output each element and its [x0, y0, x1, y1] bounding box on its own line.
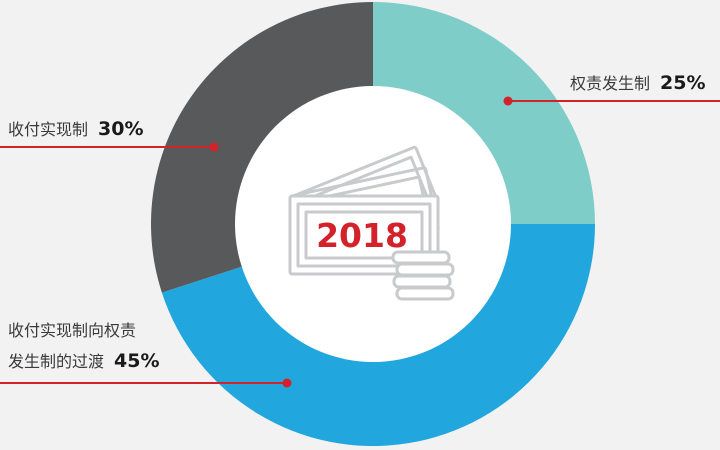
label-transition-pct: 45% — [114, 350, 160, 372]
legend-label-cash: 收付实现制 30% — [8, 116, 144, 140]
label-cash-text: 收付实现制 — [8, 120, 89, 139]
label-transition-line1: 收付实现制向权责 — [8, 321, 137, 340]
money-stack-icon — [288, 145, 455, 301]
label-accrual-pct: 25% — [660, 72, 706, 94]
leader-dot-transition — [282, 378, 292, 388]
leader-dot-cash — [209, 142, 219, 152]
leader-dot-accrual — [503, 96, 513, 106]
legend-label-accrual: 权责发生制 25% — [570, 70, 706, 94]
leader-lines — [0, 96, 720, 388]
label-accrual-text: 权责发生制 — [570, 74, 651, 93]
label-transition-line2: 发生制的过渡 — [8, 352, 105, 371]
legend-label-transition: 收付实现制向权责 发生制的过渡 45% — [8, 316, 160, 377]
label-cash-pct: 30% — [98, 118, 144, 140]
center-year-label: 2018 — [316, 216, 408, 255]
